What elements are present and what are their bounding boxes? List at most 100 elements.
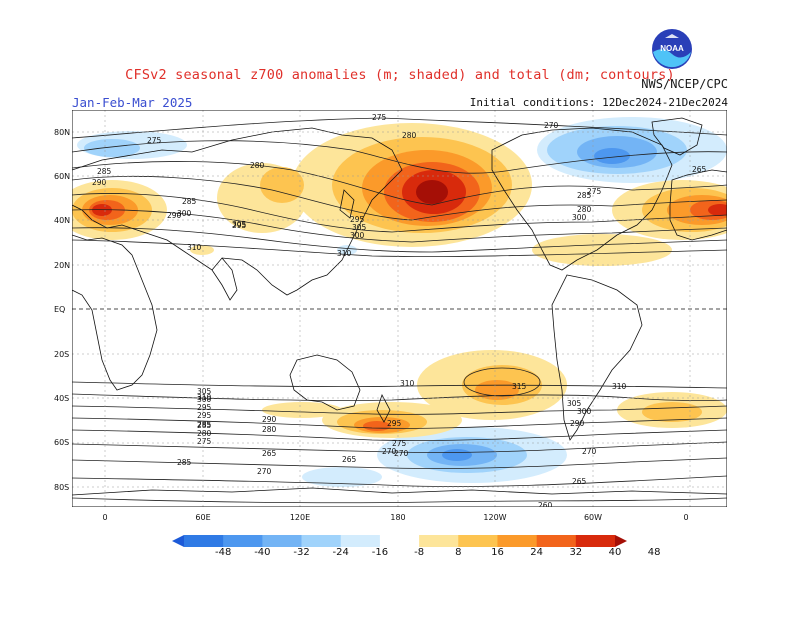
contour-label: 280: [577, 205, 592, 214]
africa-coastline: [72, 234, 158, 391]
contour-label: 295: [350, 215, 365, 224]
lat-label-80n: 80N: [54, 128, 71, 137]
contour-label: 310: [187, 243, 202, 252]
noaa-logo: NOAA: [652, 29, 692, 69]
colorbar-label: -40: [254, 547, 271, 558]
contour-label: 305: [197, 387, 212, 396]
colorbar-swatch: [615, 535, 627, 547]
contour-label-group: 275 275 280 280 285 285 290 290 295 295 …: [92, 113, 707, 507]
contour-label: 290: [167, 211, 182, 220]
contour-label: 265: [692, 165, 707, 174]
contour-label: 275: [197, 437, 212, 446]
lon-label-120w: 120W: [483, 513, 507, 522]
logo-text: NOAA: [660, 44, 684, 53]
contour-label: 290: [570, 419, 585, 428]
lon-label-120e: 120E: [289, 513, 311, 522]
india-coastline: [211, 257, 238, 301]
graticule: [72, 110, 727, 507]
lon-label-0-east: 0: [683, 513, 689, 522]
contour-label: 275: [147, 136, 162, 145]
contour-label: 275: [372, 113, 387, 122]
contour-label: 280: [197, 429, 212, 438]
colorbar-swatch: [223, 535, 263, 547]
greenland-coastline: [651, 117, 703, 156]
contour-label: 315: [512, 382, 527, 391]
contour-label: 270: [394, 449, 409, 458]
contour-label: 275: [392, 439, 407, 448]
europe-west-coastline: [669, 169, 727, 241]
contour-label: 295: [197, 403, 212, 412]
colorbar-swatch: [172, 535, 184, 547]
eurasia-coastline: [72, 127, 403, 296]
japan-coastline: [339, 189, 355, 219]
contour-label: 265: [572, 477, 587, 486]
lat-label-60n: 60N: [54, 172, 71, 181]
contour-label: 285: [197, 421, 212, 430]
colorbar-label: -48: [215, 547, 232, 558]
colorbar-label: 40: [608, 547, 622, 558]
contour-label: 310: [337, 249, 352, 258]
colorbar-swatch: [340, 535, 381, 547]
contour-label: 285: [97, 167, 112, 176]
negative-anomalies: [77, 117, 727, 487]
chart-title: CFSv2 seasonal z700 anomalies (m; shaded…: [125, 67, 675, 83]
contour-label: 285: [182, 197, 197, 206]
contour-label: 305: [567, 399, 582, 408]
antarctica-coastline: [72, 487, 727, 496]
height-contours: [72, 117, 727, 504]
contour-label: 305: [232, 220, 247, 229]
lon-label-60e: 60E: [195, 513, 211, 522]
colorbar-swatch: [497, 535, 537, 547]
contour-label: 295: [232, 221, 247, 230]
colorbar-label: 32: [569, 547, 583, 558]
lon-label-0: 0: [102, 513, 108, 522]
contour-label: 290: [92, 178, 107, 187]
contour-label: 260: [538, 501, 553, 507]
colorbar-swatch: [262, 535, 302, 547]
colorbar-swatch: [458, 535, 498, 547]
contour-label: 265: [262, 449, 277, 458]
colorbar-label: -32: [293, 547, 310, 558]
colorbar-swatch: [419, 535, 459, 547]
colorbar-label: -16: [371, 547, 389, 558]
lat-label-20n: 20N: [54, 261, 71, 270]
period-label: Jan-Feb-Mar 2025: [72, 95, 193, 110]
lat-label-80s: 80S: [54, 483, 70, 492]
lon-label-60w: 60W: [583, 513, 603, 522]
lat-label-eq: EQ: [54, 305, 66, 314]
contour-label: 290: [262, 415, 277, 424]
colorbar-swatch: [184, 535, 224, 547]
lon-label-180: 180: [390, 513, 406, 522]
contour-label: 285: [197, 420, 212, 429]
agency-label: NWS/NCEP/CPC: [641, 77, 728, 91]
north-america-coastline: [491, 127, 673, 271]
contour-label: 300: [350, 231, 365, 240]
contour-label: 310: [400, 379, 415, 388]
contour-label: 280: [250, 161, 265, 170]
contour-label: 280: [402, 131, 417, 140]
contour-label: 300: [177, 209, 192, 218]
nz-coastline: [376, 393, 391, 423]
contour-label: 310: [612, 382, 627, 391]
lat-label-20s: 20S: [54, 350, 70, 359]
colorbar-swatch: [536, 535, 577, 547]
colorbar-label: 8: [455, 547, 462, 558]
contour-label: 280: [262, 425, 277, 434]
colorbar-label: -8: [414, 547, 425, 558]
colorbar-label: 24: [530, 547, 543, 558]
contour-label: 295: [197, 411, 212, 420]
colorbar-swatch: [575, 535, 616, 547]
colorbar-label: -24: [332, 547, 349, 558]
contour-label: 305: [352, 223, 367, 232]
anomaly-map: 275 275 280 280 285 285 290 290 295 295 …: [72, 110, 727, 507]
contour-label: 285: [177, 458, 192, 467]
lat-label-60s: 60S: [54, 438, 70, 447]
colorbar: [172, 535, 627, 547]
contour-label: 270: [257, 467, 272, 476]
contour-label: 265: [342, 455, 357, 464]
contour-label: 310: [197, 393, 212, 402]
contour-label: 300: [197, 395, 212, 404]
lat-label-40n: 40N: [54, 216, 71, 225]
contour-label: 270: [582, 447, 597, 456]
contour-label: 275: [587, 187, 602, 196]
